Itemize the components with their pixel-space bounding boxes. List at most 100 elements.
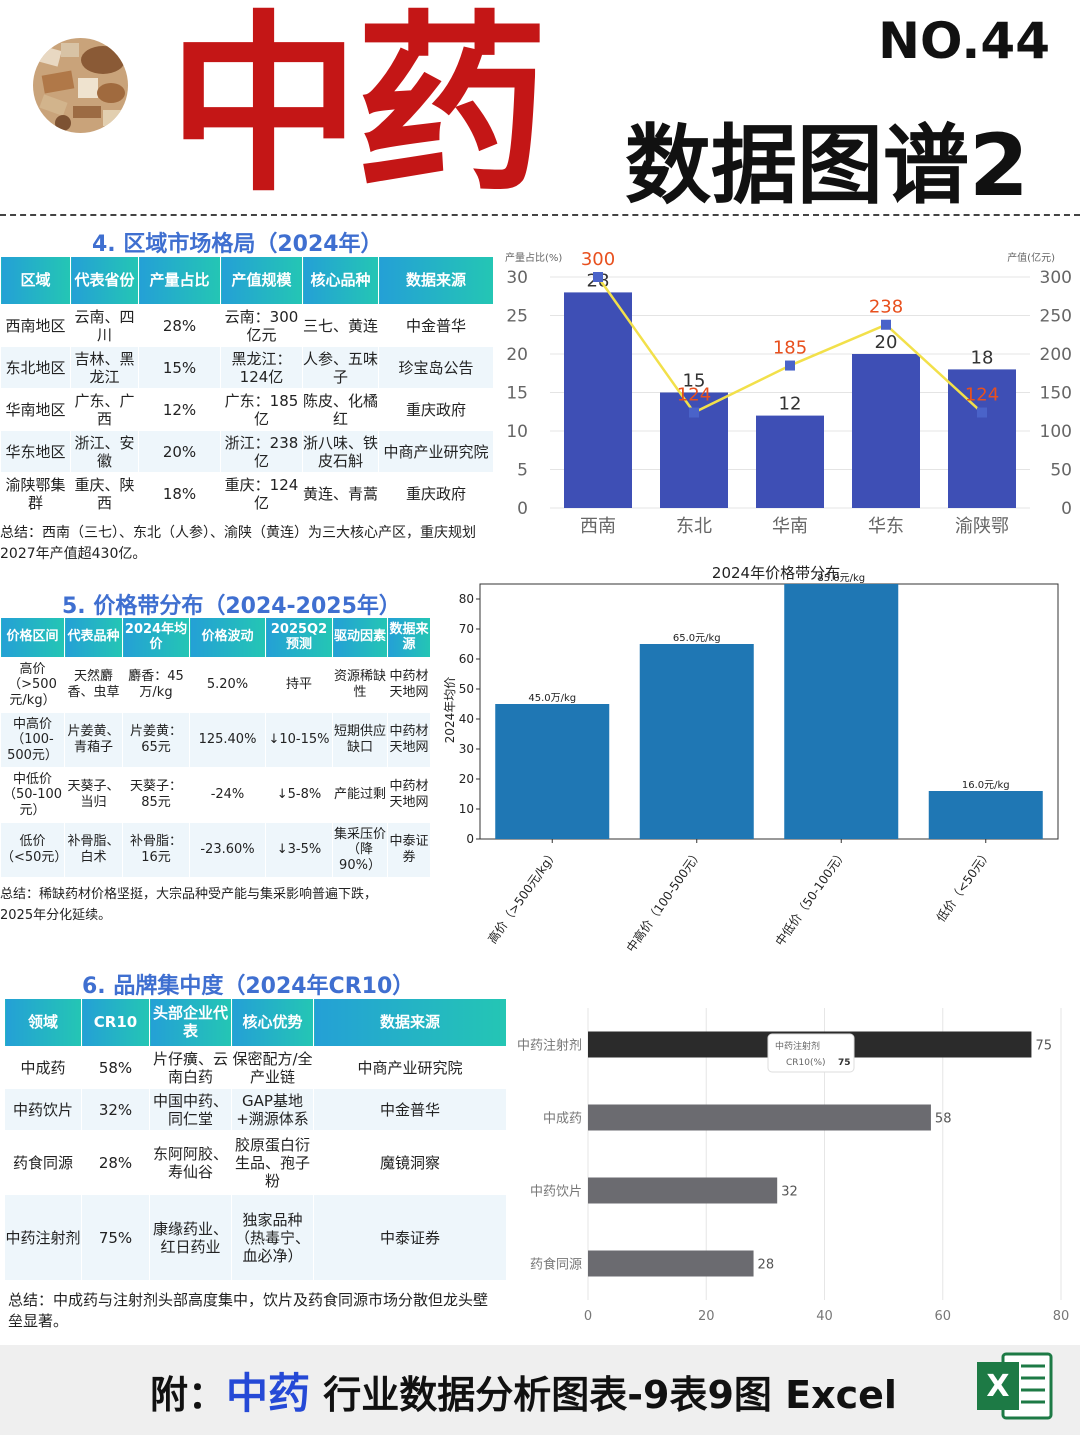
y-tick-left: 0	[517, 499, 528, 519]
issue-number: NO.44	[878, 12, 1050, 70]
table-cell: 持平	[265, 657, 333, 713]
x-tick-label: 华东	[868, 516, 904, 537]
section5-title: 5. 价格带分布（2024-2025年）	[62, 594, 401, 619]
tooltip-box	[767, 1033, 855, 1073]
y-tick-label: 药食同源	[530, 1257, 582, 1273]
table-cell: 28%	[81, 1130, 150, 1195]
table-cell: 中药饮片	[4, 1088, 82, 1131]
bar-data-label: 16.0元/kg	[962, 780, 1010, 791]
bar	[784, 584, 899, 839]
table-cell: 天葵子、当归	[64, 767, 123, 823]
table-cell: GAP基地+溯源体系	[231, 1088, 314, 1131]
y-tick-left: 10	[506, 422, 528, 442]
herbs-image	[33, 38, 128, 133]
table-cell: 集采压价（降90%）	[332, 822, 388, 878]
table-cell: 药食同源	[4, 1130, 82, 1195]
table-cell: 浙八味、铁皮石斛	[302, 430, 379, 473]
table-cell: 58%	[81, 1046, 150, 1089]
table-cell: ↓5-8%	[265, 767, 333, 823]
table-cell: 黑龙江：124亿	[220, 346, 303, 389]
x-tick-label: 中高价（100-500元）	[623, 846, 705, 955]
excel-letter: X	[986, 1369, 1009, 1404]
table-cell: 中药注射剂	[4, 1194, 82, 1281]
table-cell: ↓10-15%	[265, 712, 333, 768]
table-cell: 中金普华	[313, 1088, 507, 1131]
header-cell: 价格波动	[189, 617, 266, 658]
banner-highlight: 中药	[226, 1369, 311, 1418]
table-cell: 中药材天地网	[387, 712, 431, 768]
line-point	[689, 407, 699, 418]
y-tick-label: 80	[459, 592, 474, 606]
bottom-banner	[0, 1345, 1080, 1435]
table-cell: 浙江、安徽	[70, 430, 139, 473]
table-cell: 18%	[138, 472, 221, 515]
section6-summary: 总结：中成药与注射剂头部高度集中，饮片及药食同源市场分散但龙头壁垒显著。	[8, 1291, 489, 1330]
table-cell: 高价（>500元/kg）	[0, 657, 65, 713]
table-row: 中高价（100-500元） 片姜黄、青葙子 片姜黄：65元 125.40% ↓10-15…	[0, 712, 431, 768]
line-point	[785, 360, 795, 371]
y-tick-label: 中成药	[543, 1112, 582, 1127]
y-tick-left: 15	[506, 384, 528, 404]
table-cell: 片姜黄：65元	[122, 712, 190, 768]
bar	[564, 292, 632, 508]
table-cell: 补骨脂：16元	[122, 822, 190, 878]
brand-table: 领域 CR10 头部企业代表 核心优势 数据来源 中成药 58% 片仔癀、云南白药保…	[4, 998, 507, 1281]
header-cell: 2024年均价	[122, 617, 190, 658]
table-cell: 15%	[138, 346, 221, 389]
tooltip-title: 中药注射剂	[775, 1040, 820, 1052]
table-cell: 广东、广西	[70, 388, 139, 431]
table-cell: 三七、黄连	[302, 304, 379, 347]
bar-data-label: 65.0元/kg	[673, 633, 721, 644]
table-cell: 独家品种（热毒宁、血必净）	[231, 1194, 314, 1281]
line-point	[881, 319, 891, 330]
plot-frame	[479, 583, 1059, 840]
y-tick-label: 中药注射剂	[517, 1038, 582, 1054]
header-cell: 代表品种	[64, 617, 123, 658]
region-combo-chart: 产量占比(%) 产值(亿元) 0 0 5 50 10 100 15 150 20 200 25 250 30…	[505, 249, 1072, 537]
table-cell: 广东：185亿	[220, 388, 303, 431]
table-cell: 东北地区	[0, 346, 71, 389]
table-cell: 中成药	[4, 1046, 82, 1089]
table-cell: 中泰证券	[313, 1194, 507, 1281]
bar	[928, 791, 1043, 839]
header-cell: 产量占比	[138, 256, 221, 305]
cr10-chart: 0 20 40 60 80 75 中药注射剂 58 中成药 32 中药饮片 28 药食同源 中药注射剂 CR…	[517, 1008, 1069, 1324]
x-tick-label: 低价（<50元）	[934, 847, 994, 925]
bar-data-label: 12	[779, 394, 802, 415]
table-cell: 吉林、黑龙江	[70, 346, 139, 389]
y-tick-right: 300	[1040, 268, 1072, 288]
y-tick-right: 150	[1040, 384, 1072, 404]
table-cell: 32%	[81, 1088, 150, 1131]
table-cell: 西南地区	[0, 304, 71, 347]
table-row: 华南地区 广东、广西 12% 广东：185亿 陈皮、化橘红 重庆政府	[0, 388, 494, 431]
bar	[588, 1177, 778, 1204]
x-tick-label: 西南	[580, 516, 616, 537]
table-cell: 东阿阿胶、寿仙谷	[149, 1130, 232, 1195]
y-tick-left: 25	[506, 307, 528, 327]
table-row: 中药饮片 32% 中国中药、同仁堂 GAP基地+溯源体系 中金普华	[4, 1088, 507, 1131]
table-cell: 补骨脂、白术	[64, 822, 123, 878]
table-cell: 28%	[138, 304, 221, 347]
bar	[852, 354, 920, 508]
y-axis-label: 2024年均价	[443, 677, 457, 744]
tooltip-label: CR10(%)	[786, 1058, 826, 1068]
bar-data-label: 20	[875, 332, 898, 353]
header-cell: 价格区间	[0, 617, 65, 658]
y-tick-right: 200	[1040, 345, 1072, 365]
table-cell: 中国中药、同仁堂	[149, 1088, 232, 1131]
table-cell: 渝陕鄂集群	[0, 472, 71, 515]
y-tick-right: 250	[1040, 307, 1072, 327]
bar	[588, 1104, 931, 1131]
table-cell: 75%	[81, 1194, 150, 1281]
table-row: 药食同源 28% 东阿阿胶、寿仙谷 胶原蛋白衍生品、孢子粉 魔镜洞察	[4, 1130, 507, 1195]
table-cell: -23.60%	[189, 822, 266, 878]
excel-icon: X	[975, 1350, 1055, 1422]
banner-rest: 行业数据分析图表-9表9图 Excel	[323, 1373, 897, 1417]
bar-data-label: 75	[1035, 1039, 1052, 1054]
table-cell: 陈皮、化橘红	[302, 388, 379, 431]
region-table: 区域 代表省份 产量占比 产值规模 核心品种 数据来源 西南地区 云南、四川 28%…	[0, 256, 494, 515]
bar-data-label: 32	[781, 1185, 798, 1200]
y-tick-right: 0	[1061, 499, 1072, 519]
section4-title: 4. 区域市场格局（2024年）	[92, 232, 383, 257]
header-cell: 核心品种	[302, 256, 379, 305]
